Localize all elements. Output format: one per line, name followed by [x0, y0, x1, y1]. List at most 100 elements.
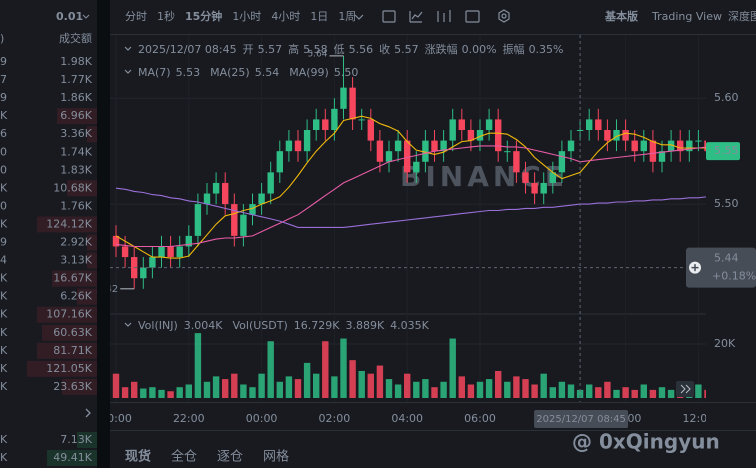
info-label: 涨跌幅 [425, 42, 458, 56]
candle-body [394, 140, 402, 152]
view-tab[interactable]: 基本版 [604, 9, 638, 23]
trade-tab[interactable]: 全仓 [171, 449, 197, 465]
interval-tab[interactable]: 1秒 [157, 9, 175, 23]
last-price: 5.55 [714, 144, 739, 157]
trade-price: K [0, 344, 8, 357]
ma-line [115, 187, 706, 228]
candle-body [640, 140, 647, 152]
info-value: 5.58 [303, 43, 328, 56]
candle-body [558, 151, 566, 173]
candle-body [513, 151, 520, 173]
info-value: 5.56 [349, 43, 374, 56]
trade-price: K [0, 217, 8, 230]
volume-bar [258, 373, 265, 398]
candle-body [485, 119, 493, 130]
volume-bar [413, 381, 420, 398]
interval-tab[interactable]: 1周 [338, 10, 356, 23]
info-time: 2025/12/07 08:45 [138, 43, 237, 56]
candle-body [285, 140, 293, 152]
trade-amount: 81.71K [53, 344, 92, 357]
expand-arrow[interactable] [85, 408, 91, 418]
trade-price: K [0, 326, 8, 339]
interval-tab[interactable]: 1小时 [232, 10, 261, 23]
candle-body [504, 151, 511, 153]
interval-tab[interactable]: 分时 [125, 10, 147, 23]
volume-bar [631, 389, 638, 398]
trade-price: 9 [0, 236, 7, 249]
volume-bar [158, 389, 165, 398]
trade-amount: 1.77K [60, 73, 92, 86]
calendar-icon[interactable] [382, 10, 396, 23]
candle-body [203, 193, 211, 205]
candle-body [622, 130, 629, 141]
volume-bar [449, 338, 456, 398]
volume-bar [595, 387, 602, 398]
trade-price: 0 [0, 163, 7, 176]
trade-amount: 107.16K [46, 308, 92, 321]
y-tick-label: 5.60 [714, 91, 739, 104]
volume-bar [294, 379, 302, 398]
view-tab[interactable]: Trading View [651, 10, 722, 23]
trade-tab[interactable]: 网格 [263, 449, 289, 465]
layout-icon[interactable] [465, 10, 480, 23]
trade-tab[interactable]: 现货 [125, 449, 151, 465]
volume-bar [358, 370, 365, 398]
info-value: 5.57 [394, 43, 419, 56]
candle-body [340, 87, 347, 109]
trade-amount: 1.74K [60, 145, 92, 158]
trade-amount: 1.86K [60, 91, 92, 104]
candle-body [267, 172, 274, 194]
candle-body [658, 151, 666, 162]
grid [110, 35, 756, 402]
view-tab[interactable]: 深度图 [728, 9, 756, 23]
volume-bar [704, 389, 706, 398]
depth-bar [62, 378, 97, 395]
candle-body [449, 119, 456, 141]
candle-body [613, 130, 620, 141]
interval-tab[interactable]: 15分钟 [185, 9, 222, 23]
x-tick-label: 00:00 [246, 412, 278, 425]
volume-bar [613, 389, 620, 398]
candle-body [322, 119, 329, 130]
volume-bar [167, 391, 174, 398]
crosshair-change: +0.18% [712, 270, 756, 283]
tick-size-arrow[interactable] [82, 14, 90, 19]
trade-price: K [0, 181, 8, 194]
volume-bar [112, 373, 120, 398]
volume-bar [440, 381, 447, 398]
more-intervals[interactable] [354, 14, 364, 20]
volume-bar [140, 388, 147, 398]
depth-bar [37, 306, 97, 323]
vol-legend-value: 3.889K [345, 319, 384, 332]
trade-amount: 1.76K [60, 199, 92, 212]
depth-bar [87, 126, 97, 143]
interval-tab[interactable]: 4小时 [271, 10, 300, 23]
vol-legend-value: 16.729K [294, 319, 340, 332]
volume-bar [385, 379, 393, 398]
tab-divider [110, 430, 756, 431]
scroll-latest-icon[interactable] [680, 384, 691, 394]
candle-body [185, 235, 192, 247]
volume-bar [240, 384, 247, 398]
bars-icon[interactable] [437, 10, 451, 22]
depth-bar [67, 180, 97, 197]
volume-bar [604, 381, 611, 398]
add-alert-plus[interactable] [691, 264, 699, 272]
ma-toggle[interactable] [124, 69, 132, 74]
info-label: 收 [379, 42, 390, 56]
candle-body [194, 204, 202, 236]
depth-bar [47, 450, 97, 466]
info-toggle[interactable] [124, 46, 132, 51]
settings-icon[interactable] [498, 9, 510, 23]
info-label: 低 [334, 43, 345, 56]
candle-body [112, 235, 120, 247]
trade-amount: 3.36K [60, 127, 92, 140]
indicator-icon[interactable] [409, 11, 423, 23]
candle-body [149, 257, 156, 268]
interval-tab[interactable]: 1日 [310, 10, 328, 23]
tick-size[interactable]: 0.01 [56, 10, 83, 23]
volume-bar [322, 341, 329, 398]
trade-tab[interactable]: 逐仓 [217, 450, 243, 465]
vol-toggle[interactable] [124, 322, 132, 327]
candle-body [677, 140, 684, 152]
